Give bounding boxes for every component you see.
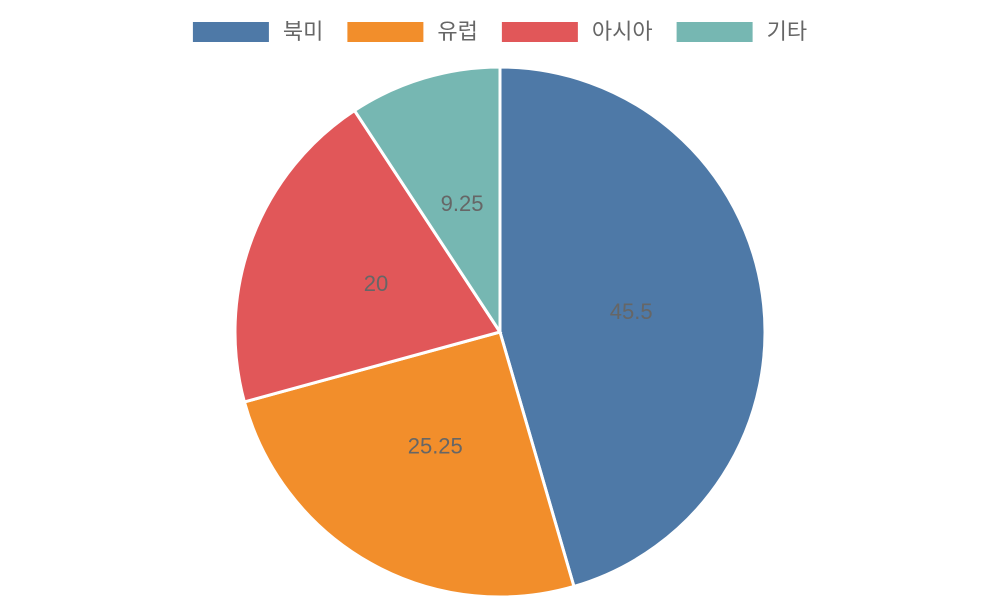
slice-label: 25.25 bbox=[408, 433, 463, 458]
legend-item: 기타 bbox=[676, 19, 807, 44]
legend-swatch bbox=[347, 22, 424, 42]
legend-item: 유럽 bbox=[347, 19, 478, 44]
legend-label: 기타 bbox=[767, 19, 807, 44]
legend-item: 아시아 bbox=[501, 19, 653, 44]
legend-swatch bbox=[501, 22, 578, 42]
legend-swatch bbox=[192, 22, 269, 42]
slice-label: 45.5 bbox=[610, 299, 653, 324]
slice-label: 20 bbox=[364, 271, 388, 296]
legend-label: 북미 bbox=[283, 19, 323, 44]
pie-slice bbox=[498, 65, 767, 589]
legend-item: 북미 bbox=[192, 19, 323, 44]
pie-slice bbox=[233, 108, 503, 404]
legend-label: 유럽 bbox=[437, 19, 477, 44]
pie-slice bbox=[352, 65, 502, 338]
legend-swatch bbox=[676, 22, 753, 42]
legend-label: 아시아 bbox=[592, 19, 653, 44]
legend: 북미 유럽 아시아 기타 bbox=[192, 19, 807, 44]
slice-label: 9.25 bbox=[441, 191, 484, 216]
pie-slice bbox=[242, 330, 576, 599]
